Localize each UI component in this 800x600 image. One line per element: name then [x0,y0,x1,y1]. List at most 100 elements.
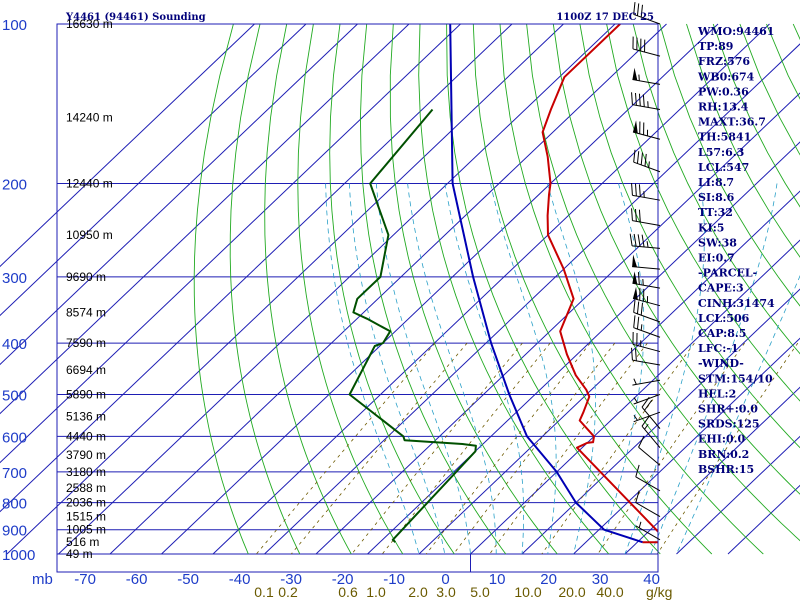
height-label: 5136 m [66,409,106,423]
wind-barb-staff [635,525,661,541]
wind-barb-staff [632,79,661,85]
wind-barb [632,120,661,140]
wind-barb-full [637,272,640,285]
parcel-path-trace [449,24,643,544]
wind-barb-staff [633,327,661,338]
isotherm-line [315,92,800,555]
wind-barbs [629,2,661,541]
wind-barb-full [636,151,640,164]
wind-barb-staff [632,48,661,57]
height-label: 2588 m [66,481,106,495]
dry-adiabat-line [526,23,800,542]
wind-barb-full [644,399,653,411]
stability-index: BSHR:15 [698,463,754,476]
wind-barb-full [638,435,645,448]
wind-barb-full [638,209,641,223]
mixing-ratio-tick-label: 2.0 [408,584,428,600]
stability-index: CINH:31474 [698,297,775,310]
temperature-tick-label: -40 [229,571,251,588]
wind-barb [632,286,661,307]
dry-adiabat-line [499,23,764,555]
wind-barb-full [635,490,640,503]
wind-barb [633,411,661,423]
temperature-tick-label: 0 [441,571,449,588]
pressure-tick-label: 300 [2,270,27,287]
wind-barb-full [641,415,650,427]
moist-adiabat-line [407,183,497,555]
stability-index: WMO:94461 [697,25,774,38]
mixing-ratio-line [453,342,616,555]
wind-barb-full [633,149,636,163]
wind-barb [641,396,661,429]
wind-barb [631,92,661,111]
dry-adiabat-line [297,23,404,555]
isotherm-line [212,23,770,555]
isotherm-line [624,386,800,555]
isotherm-line [367,141,800,555]
wind-barb [635,490,661,518]
mixing-ratio-line [290,342,468,555]
wind-barb-staff [632,245,661,249]
mixing-ratio-line [597,342,745,555]
isotherm-line [6,23,564,555]
mixing-ratio-tick-label: 0.6 [338,584,358,600]
wind-barb-staff [633,13,661,25]
wind-barb [633,149,661,173]
stability-index: LCL:547 [698,161,749,174]
wind-barb [632,254,661,270]
moist-adiabat-line [547,183,596,555]
height-label: 16630 m [66,17,113,31]
isotherm-line [161,23,719,555]
stability-index: CAP:8.5 [698,327,746,340]
background-grid [0,23,800,572]
stability-index: SRDS:125 [698,418,760,431]
wind-barb-staff [641,425,661,448]
wind-barb-full [634,208,637,222]
wind-barb [629,233,661,249]
wind-barb [632,331,661,353]
wind-barb [631,182,661,201]
mixing-ratio-line [656,342,799,555]
wind-barb-flag [632,67,638,81]
temperature-tick-label: -10 [383,571,405,588]
wind-barb-half [646,241,649,248]
dry-adiabat-line [766,23,800,100]
wind-barb-staff [632,343,661,353]
isotherm-line [521,288,800,555]
mixing-ratio-tick-label: 3.0 [436,584,456,600]
stability-index: -WIND- [698,357,744,370]
pressure-tick-label: 700 [2,465,27,482]
mixing-ratio-tick-label: 5.0 [470,584,490,600]
mixing-ratio-tick-label: 0.1 [254,584,274,600]
dry-adiabat-line [686,23,800,258]
pressure-tick-label: 400 [2,336,27,353]
wind-barb-half [633,378,637,385]
dry-adiabat-line [446,23,661,555]
wind-barb-full [636,301,640,314]
wind-barb-full [638,93,641,107]
mixing-ratio-tick-label: 40.0 [596,584,623,600]
wind-barb-staff [633,411,661,423]
height-label: 7590 m [66,336,106,350]
stability-index: RH:13.4 [698,101,749,114]
mixing-ratio-tick-label: 10.0 [514,584,541,600]
wind-barb-full [644,153,647,167]
dry-adiabat-line [329,23,455,555]
wind-barb-full [633,2,636,15]
wind-barb-staff [635,502,661,518]
wind-barb [635,464,661,492]
wind-barb-flag [632,286,638,300]
temperature-tick-label: -60 [126,571,148,588]
height-label: 14240 m [66,110,113,124]
wind-barb-full [631,182,633,196]
pressure-tick-label: 200 [2,177,27,194]
wind-barb-full [641,396,650,408]
stability-index: STM:154/10 [698,372,773,385]
isotherm-line [264,43,800,555]
stability-index: WB0:674 [697,70,755,83]
pressure-tick-label: 100 [2,17,27,34]
moist-adiabat-line [490,183,557,555]
dry-adiabat-line [606,23,800,402]
mixing-ratio-line [425,342,591,555]
